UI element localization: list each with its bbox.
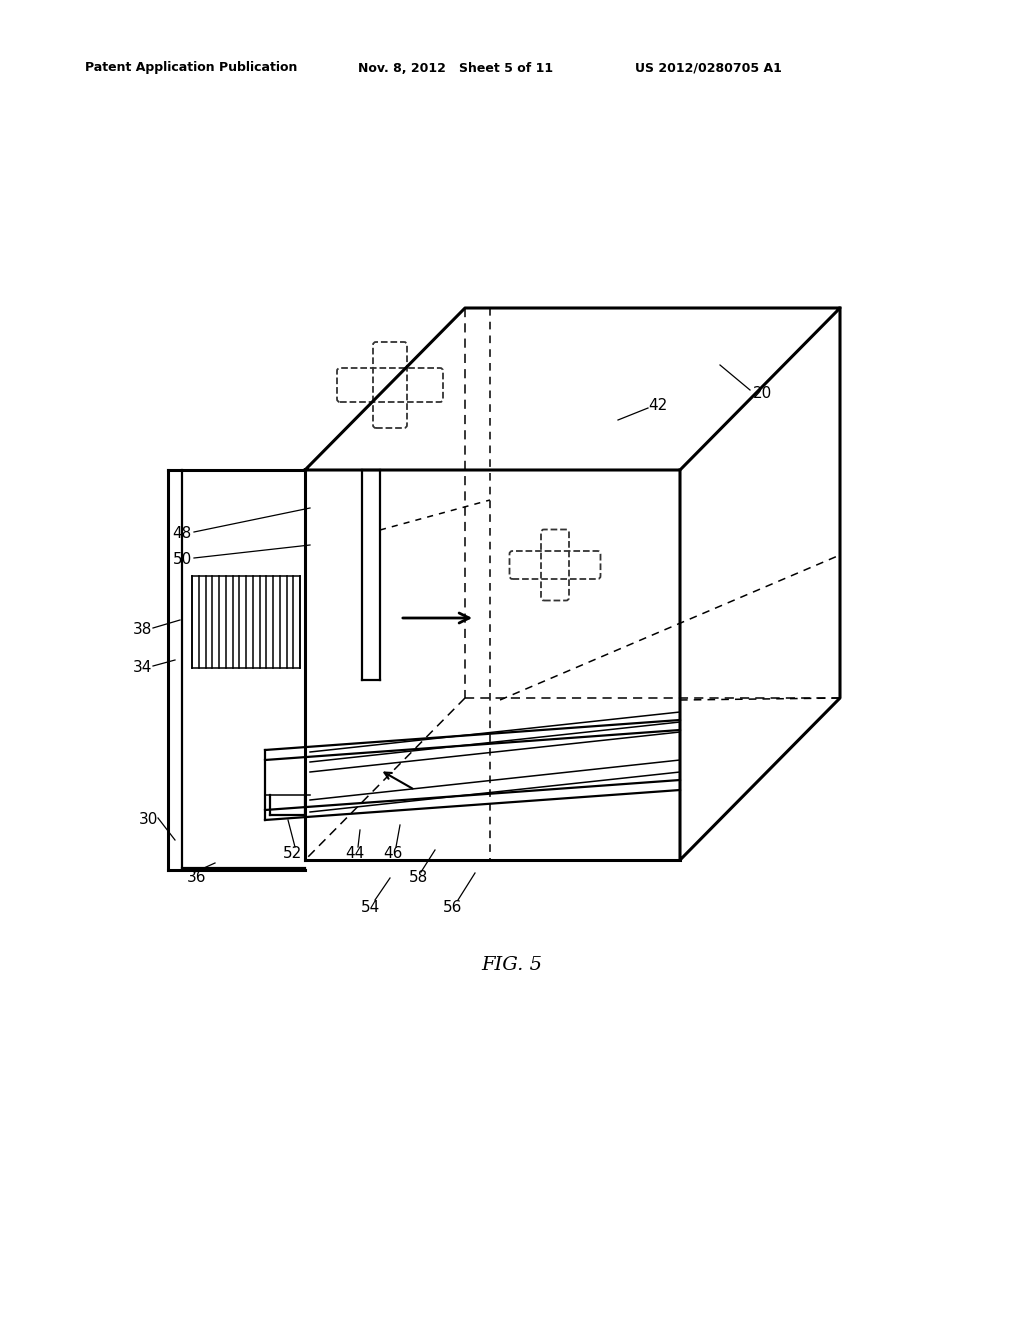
- Text: FIG. 5: FIG. 5: [481, 956, 543, 974]
- Text: 54: 54: [360, 899, 380, 915]
- Text: 34: 34: [133, 660, 153, 676]
- Text: 44: 44: [345, 846, 365, 861]
- Text: 38: 38: [133, 623, 153, 638]
- Text: 50: 50: [172, 553, 191, 568]
- Text: Nov. 8, 2012   Sheet 5 of 11: Nov. 8, 2012 Sheet 5 of 11: [358, 62, 553, 74]
- Text: US 2012/0280705 A1: US 2012/0280705 A1: [635, 62, 782, 74]
- Text: 52: 52: [283, 846, 302, 861]
- Text: 20: 20: [753, 385, 772, 400]
- Text: 36: 36: [187, 870, 207, 886]
- Text: 48: 48: [172, 525, 191, 540]
- Text: 42: 42: [648, 397, 668, 412]
- Text: 58: 58: [409, 870, 428, 886]
- Text: Patent Application Publication: Patent Application Publication: [85, 62, 297, 74]
- Text: 46: 46: [383, 846, 402, 861]
- Text: 56: 56: [443, 899, 463, 915]
- Text: 30: 30: [138, 813, 158, 828]
